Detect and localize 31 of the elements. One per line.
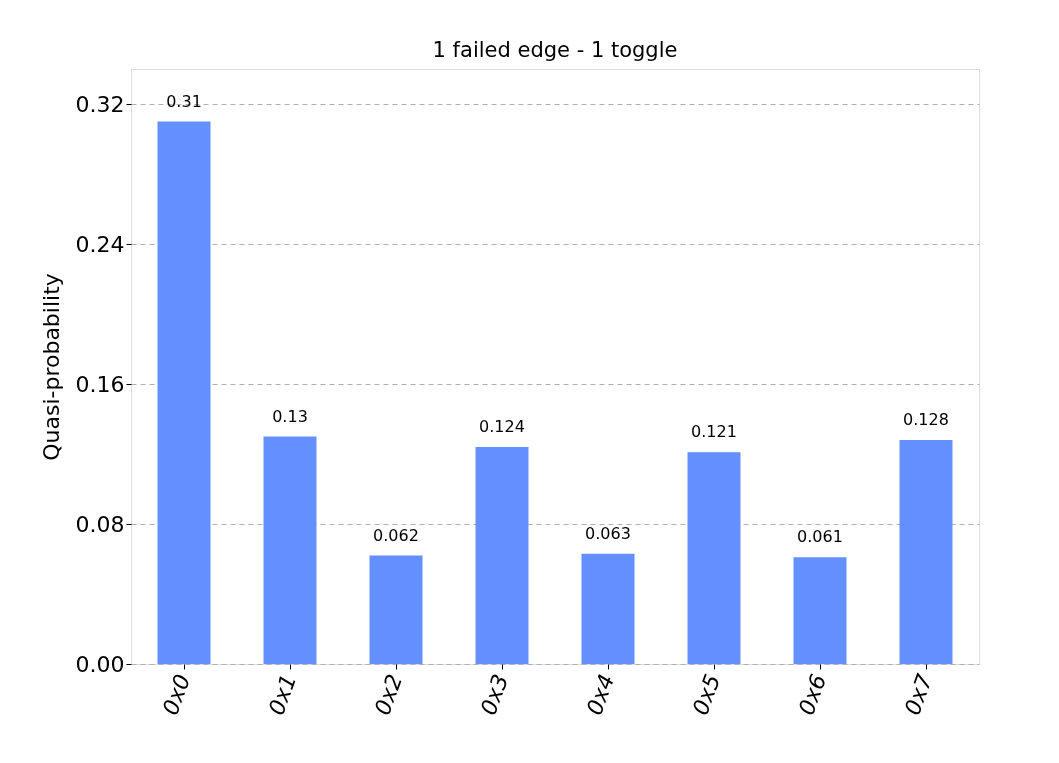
x-tick-label: 0x2 bbox=[369, 671, 408, 719]
chart-title: 1 failed edge - 1 toggle bbox=[432, 38, 678, 62]
bar bbox=[899, 440, 953, 664]
data-label: 0.121 bbox=[691, 422, 737, 442]
y-tick-label: 0.08 bbox=[75, 511, 125, 537]
x-tick-label: 0x7 bbox=[899, 671, 938, 719]
data-label: 0.124 bbox=[479, 417, 525, 436]
y-tick-label: 0.24 bbox=[75, 231, 125, 257]
bar bbox=[793, 557, 847, 664]
x-tick-label: 0x5 bbox=[687, 671, 726, 719]
data-label: 0.062 bbox=[373, 525, 419, 545]
bar bbox=[687, 452, 741, 664]
bar bbox=[369, 555, 423, 664]
bar bbox=[581, 553, 635, 664]
y-tick-label: 0.16 bbox=[75, 371, 125, 397]
data-label: 0.061 bbox=[797, 527, 843, 547]
y-axis-title: Quasi-probability bbox=[38, 273, 64, 461]
x-tick-label: 0x6 bbox=[793, 671, 832, 719]
bar bbox=[475, 447, 529, 664]
data-label: 0.128 bbox=[903, 410, 949, 429]
data-label: 0.31 bbox=[166, 91, 202, 111]
x-tick-label: 0x4 bbox=[581, 671, 620, 719]
bar bbox=[263, 436, 317, 664]
bar bbox=[157, 121, 211, 664]
data-label: 0.13 bbox=[272, 406, 308, 426]
x-tick-label: 0x0 bbox=[157, 671, 196, 719]
y-tick-label: 0.32 bbox=[75, 91, 125, 117]
y-tick-label: 0.00 bbox=[75, 651, 125, 677]
data-label: 0.063 bbox=[585, 523, 631, 543]
x-tick-label: 0x1 bbox=[263, 671, 302, 719]
x-tick-label: 0x3 bbox=[475, 671, 514, 719]
